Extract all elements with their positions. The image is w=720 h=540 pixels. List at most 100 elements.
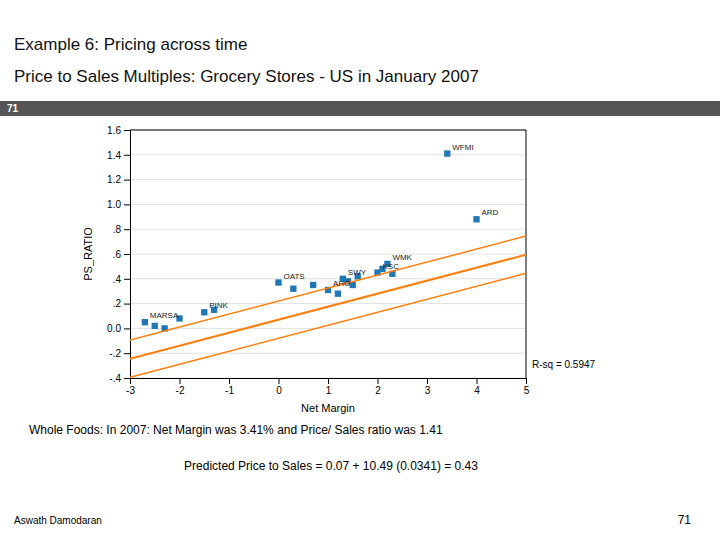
point — [444, 150, 450, 156]
plot: -3 -2 -1 0 1 2 3 4 5 -.4 -.2 0.0 .2 .4 .6 .8 1.0 1.2 1.4 1.… — [82, 125, 530, 414]
point — [201, 309, 207, 315]
x-tick: 0 — [276, 378, 282, 396]
x-tick-label: -2 — [176, 385, 185, 396]
slide-number: 71 — [7, 103, 19, 114]
y-tick-mark — [124, 229, 130, 230]
y-tick: 1.0 — [107, 199, 130, 210]
y-tick-mark — [124, 254, 130, 255]
x-tick-label: 2 — [375, 385, 381, 396]
annotation: Predicted Price to Sales = 0.07 + 10.49 … — [184, 459, 478, 473]
point-label: WFMI — [452, 143, 473, 152]
point-label: SWY — [348, 268, 367, 277]
point-label: OATS — [284, 272, 305, 281]
point-label: AHO — [333, 279, 350, 288]
x-tick-label: 5 — [524, 385, 530, 396]
y-tick-label: 1.4 — [107, 150, 121, 161]
point-labels: MARSAPINKOATSAHOSWYKSCWMKWFMIARD — [150, 143, 499, 321]
x-tick-label: 1 — [326, 385, 332, 396]
x-tick: 1 — [326, 378, 332, 396]
y-tick-mark — [124, 304, 130, 305]
grid-line — [130, 204, 526, 205]
regression-line — [130, 273, 526, 377]
y-tick-label: -.4 — [109, 373, 121, 384]
y-tick-mark — [124, 180, 130, 181]
x-tick: -3 — [126, 378, 135, 396]
x-tick-label: -3 — [126, 385, 135, 396]
y-tick: 0.0 — [107, 323, 130, 334]
grid-line — [130, 179, 526, 180]
y-tick-mark — [124, 279, 130, 280]
y-tick-label: .8 — [113, 224, 122, 235]
y-tick-mark — [124, 130, 130, 131]
x-axis: -3 -2 -1 0 1 2 3 4 5 — [126, 378, 530, 396]
x-axis-line — [131, 379, 527, 385]
regression-line — [130, 236, 526, 340]
marks — [130, 150, 526, 377]
y-tick-label: .2 — [113, 298, 122, 309]
y-tick-mark — [124, 378, 130, 379]
y-tick: .2 — [113, 298, 130, 309]
point-label: WMK — [392, 253, 412, 262]
footer-right: 71 — [678, 513, 692, 527]
regression-line — [130, 255, 526, 359]
x-axis-label: Net Margin — [301, 402, 355, 414]
grid-line — [130, 130, 526, 131]
y-tick: -.2 — [109, 348, 130, 359]
x-tick: 5 — [524, 378, 530, 396]
y-tick-label: 1.0 — [107, 199, 121, 210]
x-tick-mark — [279, 378, 280, 384]
x-tick-mark — [229, 378, 230, 384]
x-tick: 4 — [474, 378, 480, 396]
x-tick-label: 4 — [474, 385, 480, 396]
grid-line — [130, 303, 526, 304]
y-tick-label: -.2 — [109, 348, 121, 359]
grid-line — [130, 278, 526, 279]
frame-top — [130, 130, 526, 131]
x-tick-mark — [328, 378, 329, 384]
y-tick: .6 — [113, 249, 130, 260]
subtitle: Price to Sales Multiples: Grocery Stores… — [14, 67, 479, 86]
grid-line — [130, 353, 526, 354]
y-tick: 1.4 — [107, 150, 130, 161]
y-tick: 1.6 — [107, 125, 130, 136]
y-tick-mark — [124, 155, 130, 156]
point — [290, 286, 296, 292]
grid-line — [130, 154, 526, 155]
y-axis-line — [124, 131, 131, 379]
x-tick-label: -1 — [225, 385, 234, 396]
x-tick: 3 — [425, 378, 431, 396]
x-tick: -1 — [225, 378, 234, 396]
x-tick-mark — [526, 378, 527, 384]
rsq-annotation: R-sq = 0.5947 — [532, 359, 596, 370]
x-tick-mark — [427, 378, 428, 384]
x-tick-mark — [180, 378, 181, 384]
y-tick: .4 — [113, 274, 130, 285]
title: Example 6: Pricing across time — [14, 35, 247, 54]
point-label: PINK — [209, 301, 228, 310]
point — [152, 323, 158, 329]
x-tick-label: 3 — [425, 385, 431, 396]
y-tick-label: 1.2 — [107, 174, 121, 185]
header-bar — [0, 101, 720, 116]
y-tick-mark — [124, 328, 130, 329]
point — [142, 319, 148, 325]
y-tick-mark — [124, 353, 130, 354]
point-label: ARD — [482, 208, 499, 217]
point — [310, 282, 316, 288]
y-tick-mark — [124, 204, 130, 205]
y-tick: .8 — [113, 224, 130, 235]
grid-line — [130, 229, 526, 230]
grid — [130, 130, 526, 378]
point — [335, 291, 341, 297]
point — [473, 216, 479, 222]
grid-line — [130, 328, 526, 329]
annotation: Whole Foods: In 2007: Net Margin was 3.4… — [29, 423, 443, 437]
chart: Example 6: Pricing across time Price to S… — [0, 0, 720, 540]
y-tick-label: .6 — [113, 249, 122, 260]
point-label: KSC — [383, 262, 400, 271]
x-tick-label: 0 — [276, 385, 282, 396]
x-tick-mark — [378, 378, 379, 384]
x-tick: -2 — [176, 378, 185, 396]
y-tick: -.4 — [109, 373, 130, 384]
grid-line — [130, 254, 526, 255]
